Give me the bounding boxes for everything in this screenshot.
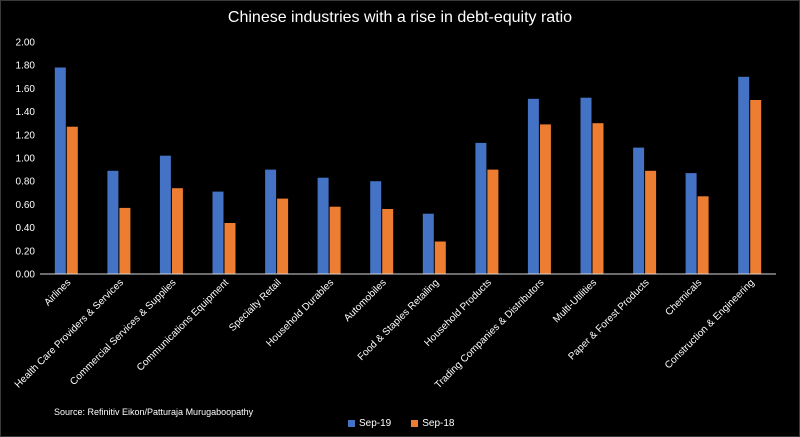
bar-sep-19-household-products bbox=[475, 142, 487, 274]
y-tick-label: 0.80 bbox=[16, 177, 36, 188]
y-tick-label: 1.20 bbox=[16, 130, 36, 141]
legend-swatch-sep-19 bbox=[348, 420, 355, 427]
x-tick-label-commercial-services-supplies: Commercial Services & Supplies bbox=[68, 277, 178, 387]
chart-title: Chinese industries with a rise in debt-e… bbox=[227, 9, 573, 26]
legend-label-sep-18: Sep-18 bbox=[422, 418, 455, 429]
bar-sep-18-trading-companies-distributors bbox=[539, 124, 551, 275]
x-tick-label-specialty-retail: Specialty Retail bbox=[227, 277, 284, 334]
bar-sep-18-household-durables bbox=[329, 206, 341, 274]
legend-item-sep-19: Sep-19 bbox=[348, 418, 391, 429]
legend-swatch-sep-18 bbox=[411, 420, 419, 427]
y-axis: 0.00 0.20 0.40 0.60 0.80 1.00 1.20 1.40 1.60 1.80… bbox=[16, 38, 36, 281]
bar-sep-18-commercial-services-supplies bbox=[171, 188, 183, 274]
bar-sep-18-chemicals bbox=[697, 196, 709, 274]
y-tick-label: 0.00 bbox=[16, 270, 36, 281]
x-tick-label-communications-equipment: Communications Equipment bbox=[135, 277, 231, 373]
bar-sep-19-multi-utilities bbox=[580, 97, 592, 274]
bar-sep-19-household-durables bbox=[317, 177, 329, 274]
bars bbox=[54, 67, 762, 275]
bar-sep-18-automobiles bbox=[382, 209, 394, 274]
bar-sep-18-paper-forest-products bbox=[645, 170, 657, 274]
bar-sep-19-food-staples-retailing bbox=[422, 213, 434, 274]
bar-sep-18-airlines bbox=[66, 126, 78, 274]
y-tick-label: 0.40 bbox=[16, 223, 36, 234]
bar-sep-19-chemicals bbox=[685, 173, 697, 274]
bar-sep-18-specialty-retail bbox=[277, 198, 289, 274]
legend: Sep-19 Sep-18 bbox=[348, 418, 455, 429]
x-tick-label-health-care-providers-services: Health Care Providers & Services bbox=[13, 277, 126, 390]
y-tick-label: 1.40 bbox=[16, 107, 36, 118]
x-tick-label-trading-companies-distributors: Trading Companies & Distributors bbox=[433, 277, 547, 391]
bar-sep-19-specialty-retail bbox=[265, 169, 277, 274]
bar-sep-19-communications-equipment bbox=[212, 191, 224, 274]
y-tick-label: 1.60 bbox=[16, 84, 36, 95]
bar-sep-19-airlines bbox=[54, 67, 66, 274]
source-note: Source: Refinitiv Eikon/Patturaja Muruga… bbox=[54, 407, 254, 417]
bar-sep-19-paper-forest-products bbox=[633, 147, 645, 274]
bar-sep-19-health-care-providers-services bbox=[107, 170, 119, 274]
bar-sep-19-commercial-services-supplies bbox=[159, 155, 171, 274]
bar-sep-18-health-care-providers-services bbox=[119, 207, 131, 274]
x-tick-label-chemicals: Chemicals bbox=[663, 277, 704, 318]
y-tick-label: 2.00 bbox=[16, 38, 36, 49]
y-tick-label: 1.80 bbox=[16, 61, 36, 72]
bar-sep-19-automobiles bbox=[370, 181, 382, 274]
y-tick-label: 0.60 bbox=[16, 200, 36, 211]
bar-sep-18-multi-utilities bbox=[592, 123, 604, 274]
bar-sep-18-food-staples-retailing bbox=[434, 241, 446, 274]
bar-sep-19-construction-engineering bbox=[738, 76, 750, 274]
x-tick-label-airlines: Airlines bbox=[42, 277, 73, 308]
x-tick-label-multi-utilities: Multi-Utilities bbox=[551, 277, 599, 325]
y-tick-label: 0.20 bbox=[16, 246, 36, 257]
y-tick-label: 1.00 bbox=[16, 154, 36, 165]
x-tick-label-automobiles: Automobiles bbox=[342, 277, 389, 324]
bar-sep-19-trading-companies-distributors bbox=[527, 98, 539, 274]
legend-label-sep-19: Sep-19 bbox=[359, 418, 392, 429]
bar-sep-18-construction-engineering bbox=[750, 100, 762, 274]
bar-sep-18-household-products bbox=[487, 169, 499, 274]
x-tick-label-construction-engineering: Construction & Engineering bbox=[663, 277, 757, 371]
bar-sep-18-communications-equipment bbox=[224, 223, 236, 274]
legend-item-sep-18: Sep-18 bbox=[411, 418, 455, 429]
